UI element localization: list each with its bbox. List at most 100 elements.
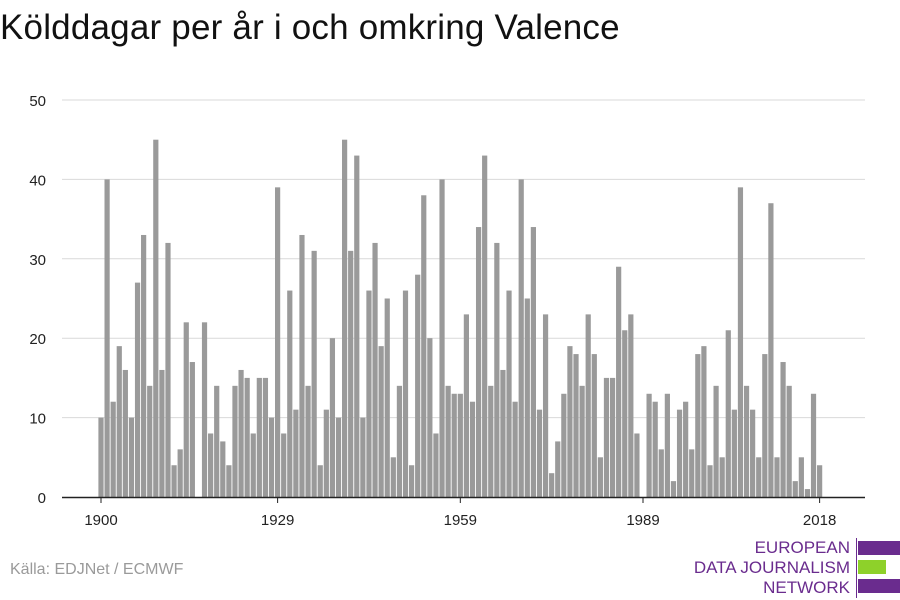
- bar: [817, 465, 823, 497]
- bar: [342, 139, 348, 497]
- bar: [329, 338, 336, 497]
- bar: [317, 465, 323, 497]
- bar: [354, 155, 360, 497]
- bar: [116, 346, 122, 497]
- bar: [177, 449, 183, 497]
- bar: [555, 441, 561, 497]
- bar: [792, 481, 798, 497]
- grid-lines: [62, 99, 865, 419]
- bar: [159, 369, 165, 497]
- bar: [141, 234, 147, 498]
- bar: [622, 330, 628, 497]
- bar: [451, 393, 457, 497]
- y-tick-label: 0: [38, 490, 46, 507]
- bar: [658, 449, 664, 497]
- bar: [189, 362, 195, 497]
- bar: [110, 401, 116, 497]
- bar: [482, 155, 488, 497]
- bar: [591, 354, 597, 497]
- chart-title: Kölddagar per år i och omkring Valence: [0, 8, 620, 47]
- bar: [798, 457, 804, 497]
- bars: [98, 139, 823, 498]
- bar: [262, 377, 269, 497]
- bar: [439, 179, 445, 497]
- bar: [810, 393, 817, 497]
- bar: [281, 433, 287, 497]
- x-tick-label: 1929: [261, 512, 294, 529]
- y-axis-ticks: 0 10 20 30 40 50: [29, 93, 46, 507]
- bar: [603, 377, 610, 497]
- bar: [147, 385, 153, 497]
- bar: [695, 354, 701, 497]
- bar: [774, 457, 780, 497]
- edjnet-logo: EUROPEAN DATA JOURNALISM NETWORK: [694, 538, 900, 598]
- bar: [634, 433, 640, 497]
- bar: [299, 234, 305, 498]
- bar: [646, 393, 652, 497]
- bar: [390, 457, 396, 497]
- bar: [530, 227, 536, 498]
- bar: [719, 457, 725, 497]
- bar: [573, 354, 579, 497]
- y-tick-label: 50: [29, 93, 46, 110]
- bar: [305, 385, 311, 497]
- bar: [475, 227, 482, 498]
- bar: [311, 250, 317, 497]
- logo-divider: [856, 538, 857, 598]
- bar: [275, 187, 281, 497]
- bar: [244, 377, 250, 497]
- bar: [670, 481, 677, 497]
- bar: [664, 393, 670, 497]
- bar: [707, 465, 713, 497]
- logo-line-3: NETWORK: [763, 578, 850, 597]
- bar: [469, 401, 476, 497]
- bar: [713, 385, 719, 497]
- bar: [780, 362, 786, 497]
- bar: [561, 393, 567, 497]
- y-tick-label: 30: [29, 252, 46, 269]
- bar: [415, 274, 421, 497]
- bar: [701, 346, 707, 497]
- y-tick-label: 10: [29, 411, 46, 428]
- bar: [360, 417, 366, 497]
- source-note: Källa: EDJNet / ECMWF: [10, 561, 184, 578]
- bar: [524, 298, 530, 497]
- bar: [762, 354, 768, 497]
- bar: [488, 385, 494, 497]
- bar: [287, 290, 293, 497]
- bar: [165, 242, 171, 497]
- bar: [250, 433, 256, 497]
- bar: [750, 409, 756, 497]
- x-tick-label: 1900: [84, 512, 117, 529]
- bar: [153, 139, 159, 497]
- bar: [609, 377, 616, 497]
- bar: [463, 314, 469, 497]
- bar: [737, 187, 744, 497]
- bar: [421, 195, 427, 497]
- logo-bar-purple-top: [858, 541, 900, 555]
- bar: [567, 346, 573, 497]
- bar: [378, 346, 384, 497]
- bar: [98, 417, 104, 497]
- bar: [335, 417, 342, 497]
- bar: [804, 489, 811, 497]
- bar: [293, 409, 299, 497]
- y-tick-label: 20: [29, 331, 46, 348]
- bar: [372, 242, 378, 497]
- bar: [384, 298, 390, 497]
- bar: [348, 250, 354, 497]
- bar: [536, 409, 543, 497]
- bar: [518, 179, 524, 497]
- bar: [786, 385, 792, 497]
- bar: [743, 385, 750, 497]
- x-tick-label: 1959: [444, 512, 477, 529]
- bar: [232, 385, 238, 497]
- bar: [201, 322, 208, 497]
- bar: [500, 369, 506, 497]
- bar: [731, 409, 737, 497]
- bar: [323, 409, 329, 497]
- bar: [628, 314, 634, 497]
- bar: [122, 369, 128, 497]
- bar: [366, 290, 372, 497]
- bar: [214, 385, 220, 497]
